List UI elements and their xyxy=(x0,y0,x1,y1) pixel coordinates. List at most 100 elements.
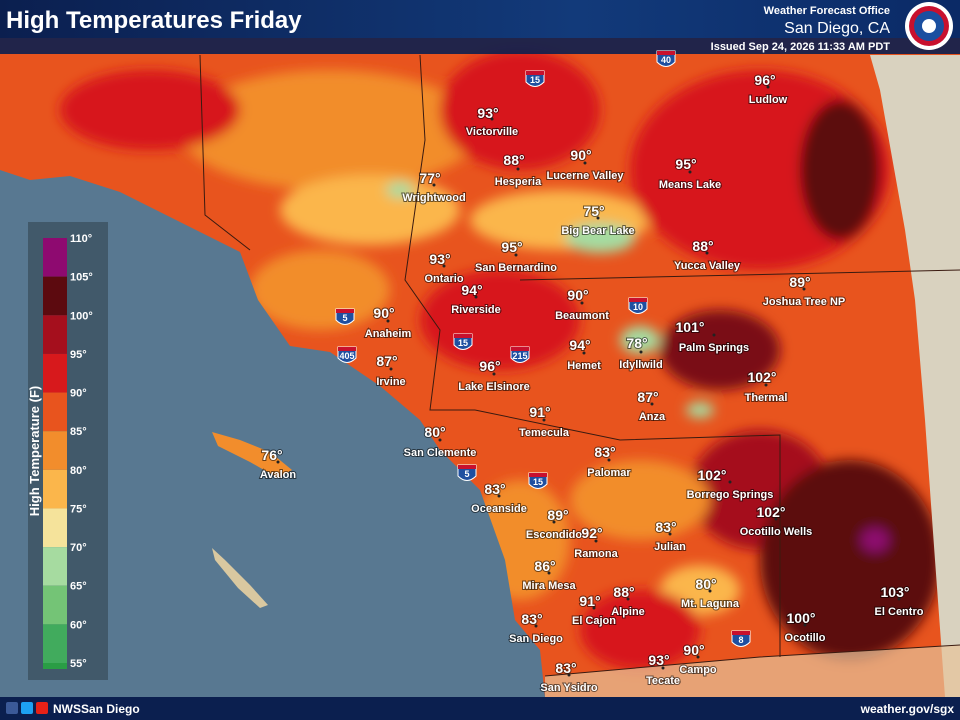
shield-number: 15 xyxy=(533,477,543,487)
city-name: Mira Mesa xyxy=(522,580,576,592)
city-name: Temecula xyxy=(519,427,570,439)
legend-label: 75° xyxy=(70,503,87,515)
city-dot xyxy=(497,494,501,498)
city-temp: 102° xyxy=(757,504,786,520)
city-name: Thermal xyxy=(745,392,788,404)
city-name: Lucerne Valley xyxy=(546,170,624,182)
legend-label: 105° xyxy=(70,272,93,284)
legend-swatch xyxy=(43,508,67,548)
city-name: Ocotillo Wells xyxy=(740,526,813,538)
legend-swatch xyxy=(43,353,67,393)
footer-bar xyxy=(0,697,960,720)
city-name: Means Lake xyxy=(659,179,721,191)
city-name: Escondido xyxy=(526,529,583,541)
city-name: Borrego Springs xyxy=(687,489,774,501)
city-dot xyxy=(474,295,478,299)
city-temp: 83° xyxy=(484,481,505,497)
office-label: Weather Forecast Office xyxy=(764,5,890,17)
city-name: San Bernardino xyxy=(475,262,557,274)
city-name: Ontario xyxy=(424,273,463,285)
city-temp: 87° xyxy=(637,389,658,405)
city-temp: 93° xyxy=(648,652,669,668)
city-name: Palm Springs xyxy=(679,342,749,354)
header-bar xyxy=(0,0,960,38)
city-dot xyxy=(276,460,280,464)
city-temp: 102° xyxy=(698,467,727,483)
city-name: Beaumont xyxy=(555,310,609,322)
city-temp: 89° xyxy=(547,507,568,523)
legend-label: 95° xyxy=(70,349,87,361)
city-temp: 91° xyxy=(579,593,600,609)
city-name: Campo xyxy=(679,664,717,676)
shield-top xyxy=(338,347,356,351)
city-dot xyxy=(552,520,556,524)
city-name: Ocotillo xyxy=(785,632,826,644)
city-dot xyxy=(803,623,807,627)
island xyxy=(212,548,268,608)
city-temp: 95° xyxy=(675,156,696,172)
city-name: Mt. Laguna xyxy=(681,598,740,610)
city-temp: 77° xyxy=(419,170,440,186)
city-dot xyxy=(696,655,700,659)
city-name: El Cajon xyxy=(572,615,616,627)
city-dot xyxy=(582,351,586,355)
city-dot xyxy=(712,333,716,337)
city-dot xyxy=(583,161,587,165)
website[interactable]: weather.gov/sgx xyxy=(860,702,955,716)
city-name: Alpine xyxy=(611,606,645,618)
city-dot xyxy=(592,606,596,610)
legend-swatch xyxy=(43,431,67,470)
city-temp: 102° xyxy=(748,369,777,385)
shield-top xyxy=(336,309,354,313)
city-name: Oceanside xyxy=(471,503,527,515)
city-temp: 88° xyxy=(692,238,713,254)
city-temp: 76° xyxy=(261,447,282,463)
legend-label: 55° xyxy=(70,658,87,670)
legend-swatch xyxy=(43,238,67,277)
city-temp: 91° xyxy=(529,404,550,420)
city-dot xyxy=(650,402,654,406)
city-dot xyxy=(708,589,712,593)
city-temp: 88° xyxy=(503,152,524,168)
city-dot xyxy=(580,301,584,305)
legend: High Temperature (F) 110° 105° 100° 95° 90° 8… xyxy=(27,222,108,680)
city-temp: 83° xyxy=(555,660,576,676)
city-name: Irvine xyxy=(376,376,405,388)
city-dot xyxy=(594,539,598,543)
legend-label: 85° xyxy=(70,426,87,438)
youtube-icon[interactable] xyxy=(36,702,48,714)
city-temp: 94° xyxy=(569,337,590,353)
legend-title: High Temperature (F) xyxy=(27,386,42,517)
temperature-fields xyxy=(60,50,940,670)
legend-label: 70° xyxy=(70,542,87,554)
city-dot xyxy=(438,438,442,442)
shield-top xyxy=(529,473,547,477)
twitter-icon[interactable] xyxy=(21,702,33,714)
legend-label: 80° xyxy=(70,465,87,477)
facebook-icon[interactable] xyxy=(6,702,18,714)
city-temp: 83° xyxy=(655,519,676,535)
city-dot xyxy=(542,418,546,422)
social-handle[interactable]: NWSSan Diego xyxy=(53,702,140,716)
city-name: Ramona xyxy=(574,548,618,560)
legend-swatch xyxy=(43,315,67,354)
city-temp: 90° xyxy=(570,147,591,163)
city-dot xyxy=(661,666,665,670)
city-temp: 90° xyxy=(683,642,704,658)
city-temp: 80° xyxy=(695,576,716,592)
city-dot xyxy=(596,216,600,220)
cities: 96° Ludlow 93° Victorville 88° Hesperia 90° Luc… xyxy=(259,71,925,695)
shield-number: 40 xyxy=(661,55,671,65)
city-temp: 100° xyxy=(787,610,816,626)
shield-number: 405 xyxy=(339,351,354,361)
city-temp: 93° xyxy=(477,105,498,121)
title: High Temperatures Friday xyxy=(6,7,302,34)
legend-swatch xyxy=(43,276,67,316)
city-dot xyxy=(626,597,630,601)
city-dot xyxy=(389,367,393,371)
city-name: Idyllwild xyxy=(619,359,662,371)
city-temp: 90° xyxy=(567,287,588,303)
city-temp: 94° xyxy=(461,282,482,298)
city-temp: 90° xyxy=(373,305,394,321)
city-name: Anaheim xyxy=(365,328,412,340)
